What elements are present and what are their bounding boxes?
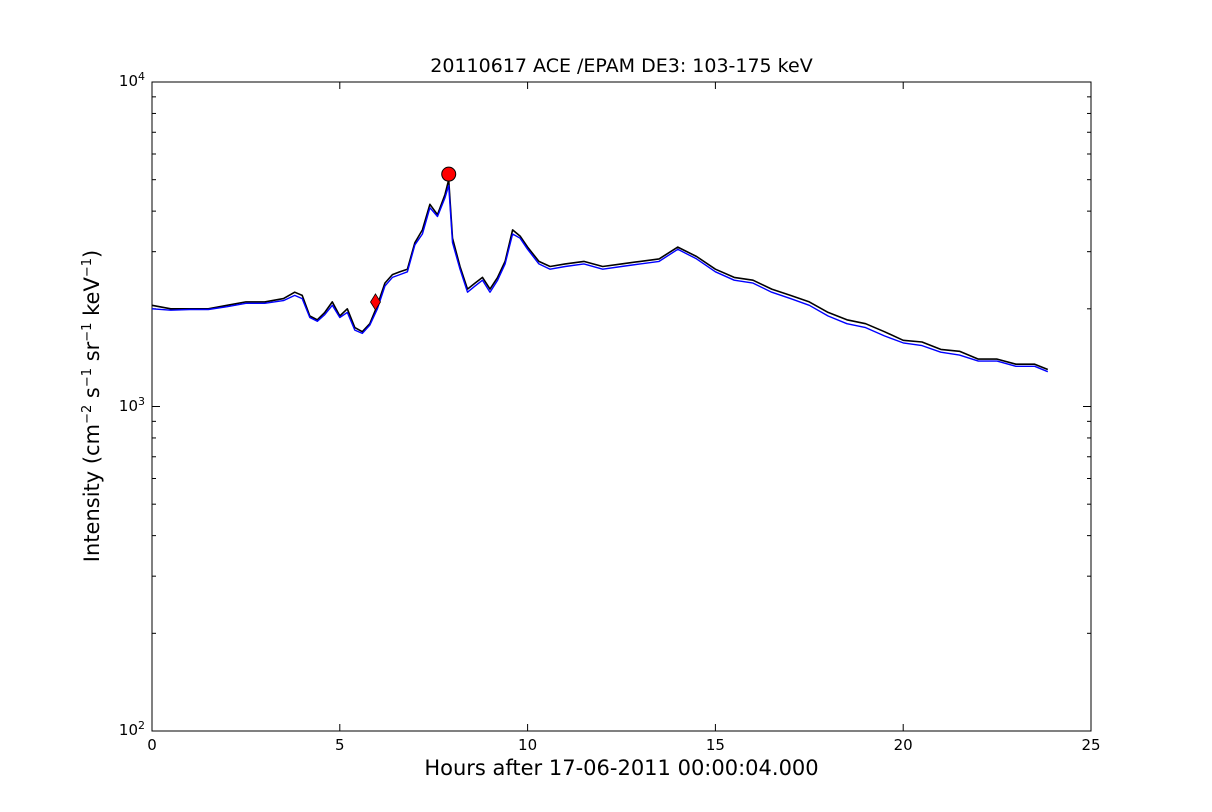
- y-label-prefix: Intensity (cm: [80, 423, 104, 563]
- y-tick-label: 103: [118, 394, 145, 415]
- axis-ticks: [151, 81, 1092, 732]
- y-tick-label: 104: [118, 70, 145, 90]
- peak-marker: [441, 166, 457, 182]
- y-tick-label: 102: [118, 719, 145, 739]
- axes-frame: [151, 81, 1092, 732]
- x-tick-label: 5: [335, 736, 345, 754]
- x-tick-label: 10: [518, 736, 538, 754]
- x-tick-label: 15: [705, 736, 725, 754]
- y-label-suffix: ): [80, 249, 104, 258]
- x-tick-label: 0: [147, 736, 157, 754]
- x-tick-label: 25: [1081, 736, 1101, 754]
- y-label-sr: sr: [80, 341, 104, 368]
- event-markers: [370, 166, 457, 311]
- y-label-exp-2: −1: [80, 367, 95, 388]
- x-tick-label: 20: [893, 736, 913, 754]
- chart-title: 20110617 ACE /EPAM DE3: 103-175 keV: [430, 55, 813, 77]
- y-label-exp-4: −1: [80, 257, 95, 278]
- series-line-smoothed: [151, 184, 1049, 373]
- y-label-exp-3: −1: [80, 322, 95, 342]
- onset-marker: [370, 293, 381, 311]
- x-axis-label: Hours after 17-06-2011 00:00:04.000: [424, 756, 819, 780]
- series-line-raw: [151, 178, 1049, 371]
- data-lines: [151, 178, 1049, 373]
- y-label-kev: keV: [80, 277, 104, 323]
- y-label-exp-1: −2: [80, 404, 95, 424]
